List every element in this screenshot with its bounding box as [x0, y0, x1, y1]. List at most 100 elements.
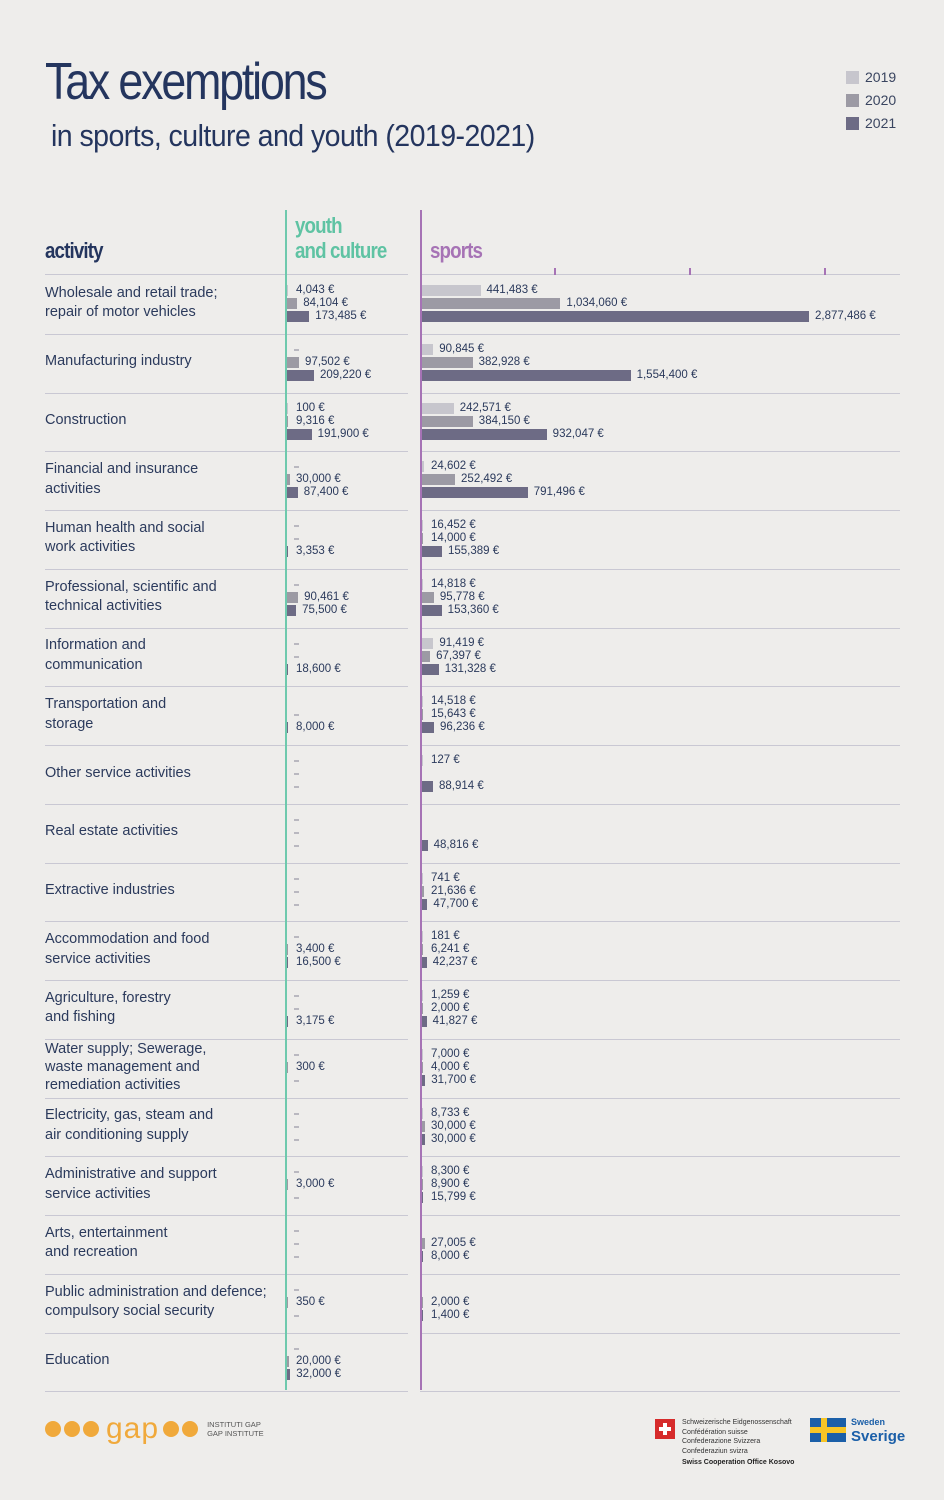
youth-bar-2021	[286, 663, 289, 675]
sports-bar-2019	[421, 578, 423, 590]
row-separator	[45, 627, 408, 629]
column-header-youth-line1: youth	[295, 213, 343, 238]
youth-bar-2020	[286, 1061, 288, 1073]
row-label: Transportation and storage	[45, 696, 167, 732]
youth-dash-2019	[294, 877, 299, 880]
youth-bar-2021	[286, 1016, 288, 1027]
sports-bar-2020	[421, 591, 434, 603]
youth-bar-2020	[286, 1296, 288, 1308]
youth-dash-2019	[294, 348, 299, 351]
row-separator	[420, 333, 900, 335]
youth-dash-2021	[294, 1256, 299, 1258]
sports-bar-2020	[421, 885, 424, 897]
sports-bar-2019	[421, 402, 454, 414]
youth-culture-axis-line	[285, 210, 287, 1390]
youth-dash-2021	[294, 1197, 299, 1200]
sports-bar-2021	[421, 311, 809, 322]
sports-value-2019: 24,602 €	[431, 460, 476, 473]
row-separator	[420, 510, 900, 511]
logo-dot	[83, 1421, 99, 1437]
row-label: Manufacturing industry	[45, 353, 192, 370]
sports-bar-2021	[421, 957, 427, 969]
row-separator	[45, 451, 408, 453]
sports-bar-2020	[421, 1003, 423, 1014]
swiss-line: Confédération suisse	[682, 1428, 748, 1436]
youth-dash-2020	[294, 1125, 299, 1128]
sports-bar-2021	[421, 604, 442, 616]
youth-dash-2020	[294, 655, 299, 658]
sports-value-2019: 16,452 €	[431, 519, 476, 531]
axis-tick	[824, 268, 826, 275]
sports-value-2020: 67,397 €	[436, 649, 481, 662]
row-separator	[45, 1038, 408, 1040]
legend-item-2019: 2019	[846, 68, 896, 86]
sports-bar-2021	[421, 1133, 426, 1145]
swiss-line: Confederazione Svizzera	[682, 1438, 761, 1445]
row-separator	[45, 1332, 408, 1334]
sports-value-2021: 791,496 €	[533, 486, 585, 499]
sports-bar-2020	[421, 533, 423, 544]
row-separator	[420, 1215, 900, 1216]
sports-bar-2019	[421, 931, 423, 943]
row-separator	[420, 1038, 900, 1040]
youth-dash-2019	[294, 583, 299, 586]
sports-bar-2020	[421, 650, 431, 662]
sports-value-2020: 14,000 €	[431, 532, 476, 544]
legend-swatch-2020	[846, 93, 859, 107]
sports-value-2021: 30,000 €	[431, 1132, 476, 1145]
row-label: Arts, entertainment and recreation	[45, 1224, 168, 1261]
row-separator	[420, 1156, 900, 1158]
row-separator	[45, 686, 408, 688]
youth-bar-2021	[286, 487, 298, 499]
youth-value-2020: 3,400 €	[296, 943, 335, 956]
row-separator	[420, 1097, 900, 1099]
row-separator	[45, 1156, 408, 1158]
sports-bar-2019	[421, 696, 423, 708]
sports-bar-2021	[421, 546, 442, 557]
youth-bar-2020	[286, 944, 288, 956]
row-label: Public administration and defence; compu…	[45, 1283, 267, 1320]
youth-dash-2021	[294, 1314, 299, 1317]
sports-value-2020: 95,778 €	[439, 590, 485, 603]
sports-value-2019: 8,733 €	[431, 1106, 470, 1119]
legend-item-2020: 2020	[846, 91, 896, 109]
sports-value-2021: 1,400 €	[431, 1308, 470, 1321]
row-separator	[45, 392, 408, 394]
sports-value-2021: 48,816 €	[433, 838, 479, 851]
youth-dash-2019	[294, 1112, 299, 1115]
sports-bar-2020	[421, 298, 561, 309]
row-label: Administrative and support service activ…	[45, 1166, 217, 1202]
row-label: Financial and insurance activities	[45, 461, 199, 497]
axis-tick	[554, 268, 556, 275]
sports-value-2021: 932,047 €	[552, 427, 604, 440]
sports-value-2020: 382,928 €	[478, 355, 530, 368]
youth-bar-2021	[286, 311, 310, 322]
sports-value-2020: 2,000 €	[431, 1295, 470, 1308]
swiss-flag-icon	[655, 1419, 675, 1439]
sports-value-2021: 131,328 €	[444, 662, 496, 675]
row-separator	[420, 686, 900, 688]
sports-bar-2019	[421, 285, 481, 296]
logo-dot	[182, 1421, 199, 1437]
youth-value-2021: 173,485 €	[315, 310, 367, 322]
gap-wordmark: gap	[106, 1412, 160, 1445]
youth-value-2019: 4,043 €	[296, 284, 335, 296]
sports-value-2020: 15,643 €	[431, 708, 476, 721]
sports-bar-2021	[421, 1016, 427, 1027]
gap-institute-logo: gap INSTITUTI GAP GAP INSTITUTE	[45, 1412, 264, 1445]
youth-bar-2021	[286, 428, 312, 440]
sports-bar-2019	[421, 343, 434, 355]
sports-value-2019: 441,483 €	[486, 284, 538, 296]
sports-value-2019: 741 €	[431, 871, 460, 884]
row-label: Accommodation and food service activitie…	[45, 931, 210, 967]
sports-value-2021: 96,236 €	[439, 721, 485, 734]
sports-value-2020: 384,150 €	[478, 414, 530, 427]
youth-dash-2020	[294, 1008, 299, 1010]
row-separator	[45, 803, 408, 805]
youth-bar-2020	[286, 474, 290, 486]
sports-value-2021: 42,237 €	[432, 956, 478, 969]
gap-name-line2: GAP INSTITUTE	[207, 1429, 264, 1438]
row-label: Real estate activities	[45, 823, 178, 840]
sports-bar-2020	[421, 1061, 423, 1073]
youth-bar-2021	[286, 604, 297, 616]
